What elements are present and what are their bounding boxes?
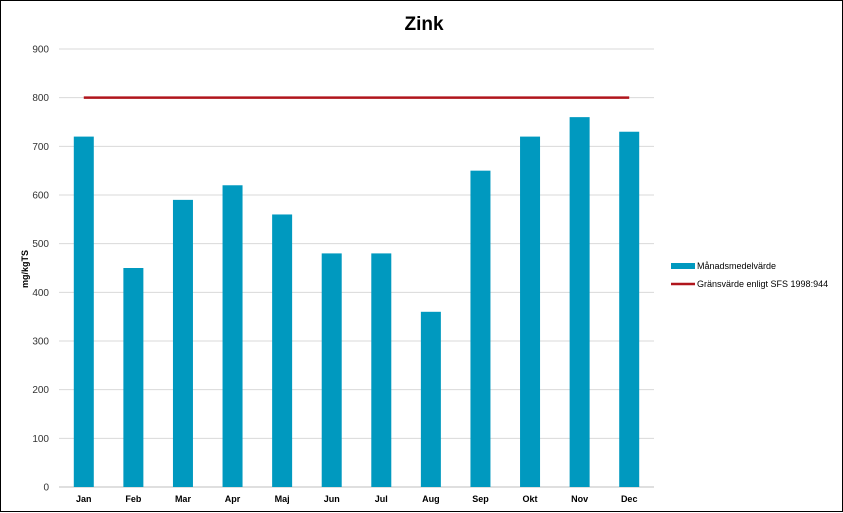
y-tick-label: 500 <box>32 239 49 250</box>
y-tick-label: 100 <box>32 434 49 445</box>
x-tick-label: Feb <box>125 494 142 504</box>
bar-maj <box>272 214 293 487</box>
y-tick-label: 900 <box>32 45 49 56</box>
legend-label-line: Gränsvärde enligt SFS 1998:944 <box>697 279 828 289</box>
y-tick-label: 800 <box>32 93 49 104</box>
x-tick-label: Nov <box>571 494 588 504</box>
legend: Månadsmedelvärde Gränsvärde enligt SFS 1… <box>671 261 828 289</box>
legend-label-bar: Månadsmedelvärde <box>697 261 776 271</box>
gridlines <box>59 48 654 488</box>
x-tick-labels: Jan Feb Mar Apr Maj Jun Jul Aug Sep Okt Nov Dec <box>76 494 637 504</box>
bar-series <box>73 117 640 487</box>
x-tick-label: Jun <box>324 494 340 504</box>
y-tick-label: 700 <box>32 142 49 153</box>
bar-feb <box>123 268 144 487</box>
x-tick-label: Apr <box>225 494 241 504</box>
bar-dec <box>619 131 640 487</box>
chart-title: Zink <box>404 14 443 35</box>
y-tick-labels: 0 100 200 300 400 500 600 700 800 900 <box>32 45 49 494</box>
bar-mar <box>172 199 193 487</box>
x-tick-label: Jan <box>76 494 92 504</box>
y-tick-label: 400 <box>32 288 49 299</box>
bar-aug <box>420 311 441 487</box>
bar-jun <box>321 253 342 487</box>
x-tick-label: Mar <box>175 494 192 504</box>
bar-okt <box>520 136 541 487</box>
y-axis-label: mg/kgTS <box>20 250 30 288</box>
y-tick-label: 0 <box>43 483 49 494</box>
bar-jan <box>73 136 94 487</box>
x-tick-label: Aug <box>422 494 440 504</box>
bar-jul <box>371 253 392 487</box>
bar-apr <box>222 185 243 487</box>
x-tick-label: Sep <box>472 494 489 504</box>
y-tick-label: 200 <box>32 385 49 396</box>
y-tick-label: 600 <box>32 191 49 202</box>
x-tick-label: Maj <box>275 494 290 504</box>
x-tick-label: Jul <box>375 494 388 504</box>
x-tick-label: Dec <box>621 494 638 504</box>
x-tick-label: Okt <box>523 494 538 504</box>
bar-nov <box>569 117 590 487</box>
legend-swatch-bar <box>671 263 695 269</box>
bar-sep <box>470 170 491 487</box>
y-tick-label: 300 <box>32 337 49 348</box>
